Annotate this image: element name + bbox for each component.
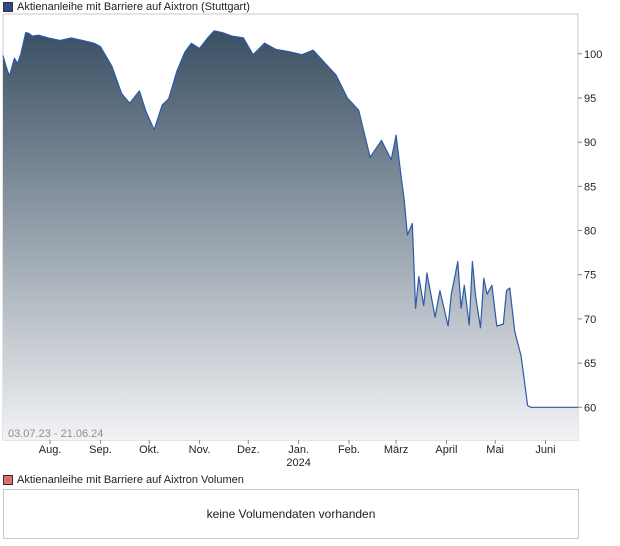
y-tick-label: 60 — [584, 402, 596, 414]
y-tick-label: 80 — [584, 226, 596, 238]
volume-empty-message: keine Volumendaten vorhanden — [206, 507, 376, 521]
x-tick-label: Jan. — [288, 444, 309, 456]
price-legend-swatch — [3, 2, 13, 12]
y-tick-label: 95 — [584, 93, 596, 105]
y-tick-label: 90 — [584, 137, 596, 149]
x-tick-label: Nov. — [189, 444, 211, 456]
price-chart: 60 65 70 75 80 85 90 95 100 Aug. Sep. Okt. Nov. Dez. J… — [2, 13, 602, 469]
x-tick-label: Juni — [535, 444, 555, 456]
x-tick-label: April — [435, 444, 457, 456]
volume-legend-label: Aktienanleihe mit Barriere auf Aixtron V… — [17, 474, 244, 486]
x-tick-label: Aug. — [39, 444, 62, 456]
x-tick-label: März — [384, 444, 408, 456]
price-legend: Aktienanleihe mit Barriere auf Aixtron (… — [3, 0, 250, 14]
x-tick-label: Mai — [486, 444, 504, 456]
price-area — [3, 30, 578, 441]
y-tick-label: 65 — [584, 358, 596, 370]
y-tick-label: 100 — [584, 49, 602, 61]
x-year-label: 2024 — [286, 457, 310, 469]
price-legend-label: Aktienanleihe mit Barriere auf Aixtron (… — [17, 1, 250, 13]
y-tick-label: 75 — [584, 270, 596, 282]
x-tick-label: Dez. — [237, 444, 260, 456]
y-tick-label: 70 — [584, 314, 596, 326]
x-tick-label: Okt. — [139, 444, 159, 456]
volume-legend-swatch — [3, 475, 13, 485]
volume-panel: keine Volumendaten vorhanden — [3, 489, 579, 539]
volume-legend: Aktienanleihe mit Barriere auf Aixtron V… — [3, 473, 244, 487]
date-range-label: 03.07.23 - 21.06.24 — [8, 428, 103, 440]
x-tick-label: Sep. — [89, 444, 112, 456]
x-tick-label: Feb. — [338, 444, 360, 456]
price-line — [2, 30, 578, 408]
y-tick-label: 85 — [584, 181, 596, 193]
